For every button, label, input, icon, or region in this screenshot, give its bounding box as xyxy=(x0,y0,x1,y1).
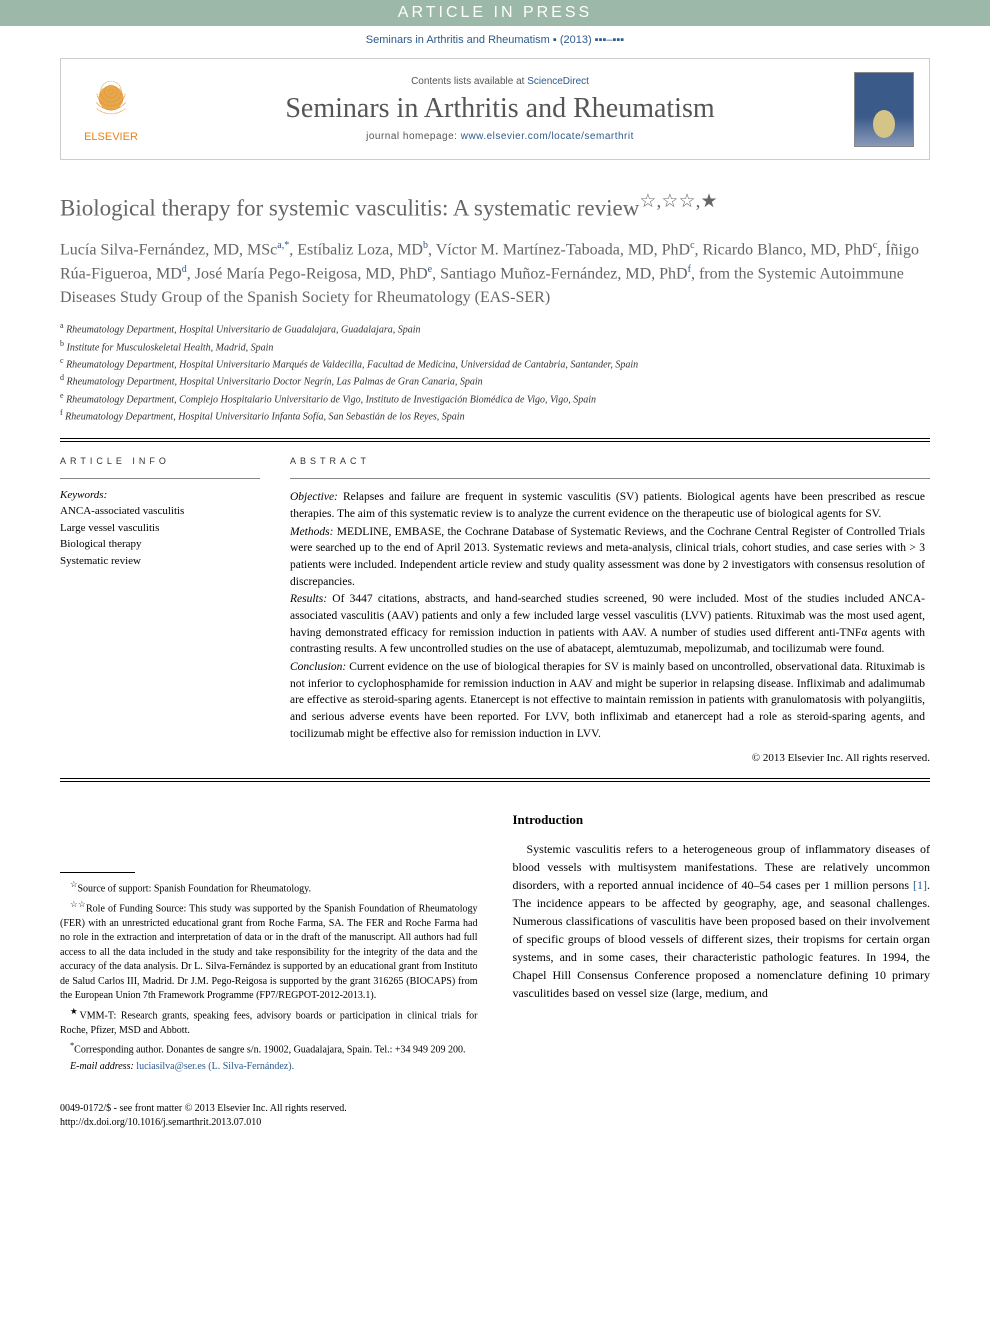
footer-copyright: 0049-0172/$ - see front matter © 2013 El… xyxy=(60,1102,930,1116)
keyword-item: Biological therapy xyxy=(60,536,260,553)
journal-reference: Seminars in Arthritis and Rheumatism ▪ (… xyxy=(0,26,990,58)
footnote-item: ★VMM-T: Research grants, speaking fees, … xyxy=(60,1006,478,1038)
affiliation-item: d Rheumatology Department, Hospital Univ… xyxy=(60,372,930,389)
email-link[interactable]: luciasilva@ser.es (L. Silva-Fernández). xyxy=(136,1061,294,1072)
homepage-link[interactable]: www.elsevier.com/locate/semarthrit xyxy=(461,131,634,142)
contents-line: Contents lists available at ScienceDirec… xyxy=(161,76,839,87)
homepage-line: journal homepage: www.elsevier.com/locat… xyxy=(161,131,839,142)
abstract-section: Results: Of 3447 citations, abstracts, a… xyxy=(290,591,925,658)
sciencedirect-link[interactable]: ScienceDirect xyxy=(527,76,589,87)
copyright-line: © 2013 Elsevier Inc. All rights reserved… xyxy=(290,752,930,764)
left-column: ☆Source of support: Spanish Foundation f… xyxy=(60,812,478,1076)
homepage-prefix: journal homepage: xyxy=(366,131,461,142)
article-in-press-banner: ARTICLE IN PRESS xyxy=(0,0,990,26)
contents-prefix: Contents lists available at xyxy=(411,76,527,87)
introduction-heading: Introduction xyxy=(513,812,931,828)
article-info-heading: article info xyxy=(60,456,260,466)
footnote-item: *Corresponding author. Donantes de sangr… xyxy=(60,1040,478,1058)
affiliation-item: a Rheumatology Department, Hospital Univ… xyxy=(60,320,930,337)
elsevier-logo: ELSEVIER xyxy=(76,69,146,149)
page-footer: 0049-0172/$ - see front matter © 2013 El… xyxy=(0,1102,990,1150)
affiliations: a Rheumatology Department, Hospital Univ… xyxy=(60,320,930,439)
affiliation-item: c Rheumatology Department, Hospital Univ… xyxy=(60,355,930,372)
footnote-item: ☆Source of support: Spanish Foundation f… xyxy=(60,879,478,897)
abstract-section: Conclusion: Current evidence on the use … xyxy=(290,659,925,742)
abstract-heading: abstract xyxy=(290,456,930,466)
affiliation-item: e Rheumatology Department, Complejo Hosp… xyxy=(60,390,930,407)
introduction-body: Systemic vasculitis refers to a heteroge… xyxy=(513,840,931,1002)
abstract-section: Objective: Relapses and failure are freq… xyxy=(290,489,925,522)
info-divider xyxy=(60,478,260,479)
abstract-divider xyxy=(290,478,930,479)
footnote-item: ☆☆Role of Funding Source: This study was… xyxy=(60,899,478,1004)
info-abstract-row: article info Keywords: ANCA-associated v… xyxy=(60,441,930,779)
keywords-label: Keywords: xyxy=(60,489,260,501)
footer-doi[interactable]: http://dx.doi.org/10.1016/j.semarthrit.2… xyxy=(60,1116,930,1130)
elsevier-tree-icon xyxy=(86,76,136,131)
two-column-body: ☆Source of support: Spanish Foundation f… xyxy=(60,812,930,1076)
journal-cover-thumbnail xyxy=(854,72,914,147)
article-title: Biological therapy for systemic vasculit… xyxy=(60,190,930,224)
author-list: Lucía Silva-Fernández, MD, MSca,*, Estíb… xyxy=(60,238,930,311)
header-center: Contents lists available at ScienceDirec… xyxy=(161,76,839,142)
affiliation-item: b Institute for Musculoskeletal Health, … xyxy=(60,338,930,355)
footnotes: ☆Source of support: Spanish Foundation f… xyxy=(60,879,478,1074)
keywords-list: ANCA-associated vasculitisLarge vessel v… xyxy=(60,503,260,569)
journal-header: ELSEVIER Contents lists available at Sci… xyxy=(60,58,930,160)
article-info-column: article info Keywords: ANCA-associated v… xyxy=(60,456,260,778)
elsevier-label: ELSEVIER xyxy=(84,131,138,143)
affiliation-item: f Rheumatology Department, Hospital Univ… xyxy=(60,407,930,424)
keyword-item: ANCA-associated vasculitis xyxy=(60,503,260,520)
footnote-email: E-mail address: luciasilva@ser.es (L. Si… xyxy=(60,1060,478,1075)
footnote-rule xyxy=(60,872,135,873)
keyword-item: Systematic review xyxy=(60,553,260,570)
double-rule xyxy=(60,781,930,782)
keyword-item: Large vessel vasculitis xyxy=(60,520,260,537)
abstract-body: Objective: Relapses and failure are freq… xyxy=(290,489,930,742)
journal-title: Seminars in Arthritis and Rheumatism xyxy=(161,93,839,125)
citation-link[interactable]: [1] xyxy=(913,878,927,892)
abstract-column: abstract Objective: Relapses and failure… xyxy=(290,456,930,778)
title-text: Biological therapy for systemic vasculit… xyxy=(60,196,639,221)
abstract-section: Methods: MEDLINE, EMBASE, the Cochrane D… xyxy=(290,524,925,591)
right-column: Introduction Systemic vasculitis refers … xyxy=(513,812,931,1076)
title-footnote-marks: ☆,☆☆,★ xyxy=(639,191,717,212)
